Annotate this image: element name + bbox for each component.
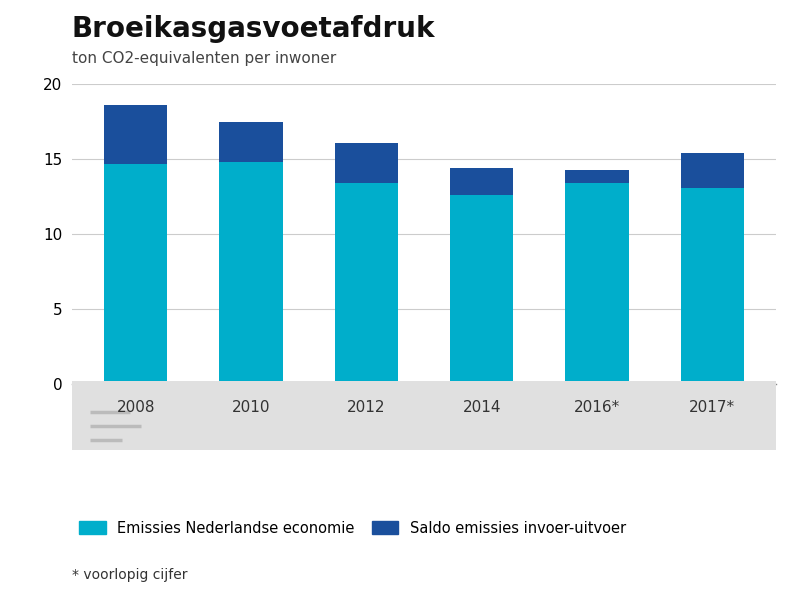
Bar xyxy=(219,162,282,384)
Bar xyxy=(104,105,167,163)
Legend: Emissies Nederlandse economie, Saldo emissies invoer-uitvoer: Emissies Nederlandse economie, Saldo emi… xyxy=(79,521,626,536)
Text: 2008: 2008 xyxy=(117,400,155,415)
Bar xyxy=(566,169,629,183)
Bar xyxy=(334,142,398,183)
Text: 2014: 2014 xyxy=(462,400,501,415)
Bar xyxy=(681,153,744,187)
Bar xyxy=(450,168,514,195)
Text: ton CO2-equivalenten per inwoner: ton CO2-equivalenten per inwoner xyxy=(72,51,336,66)
Bar xyxy=(566,183,629,384)
Bar xyxy=(450,195,514,384)
Text: 2012: 2012 xyxy=(347,400,386,415)
Text: 2010: 2010 xyxy=(232,400,270,415)
Text: 2017*: 2017* xyxy=(690,400,735,415)
Text: Broeikasgasvoetafdruk: Broeikasgasvoetafdruk xyxy=(72,15,435,43)
Bar xyxy=(219,121,282,162)
Bar xyxy=(104,163,167,384)
Text: 2016*: 2016* xyxy=(574,400,620,415)
Bar xyxy=(681,187,744,384)
Bar xyxy=(334,183,398,384)
Text: * voorlopig cijfer: * voorlopig cijfer xyxy=(72,568,187,582)
